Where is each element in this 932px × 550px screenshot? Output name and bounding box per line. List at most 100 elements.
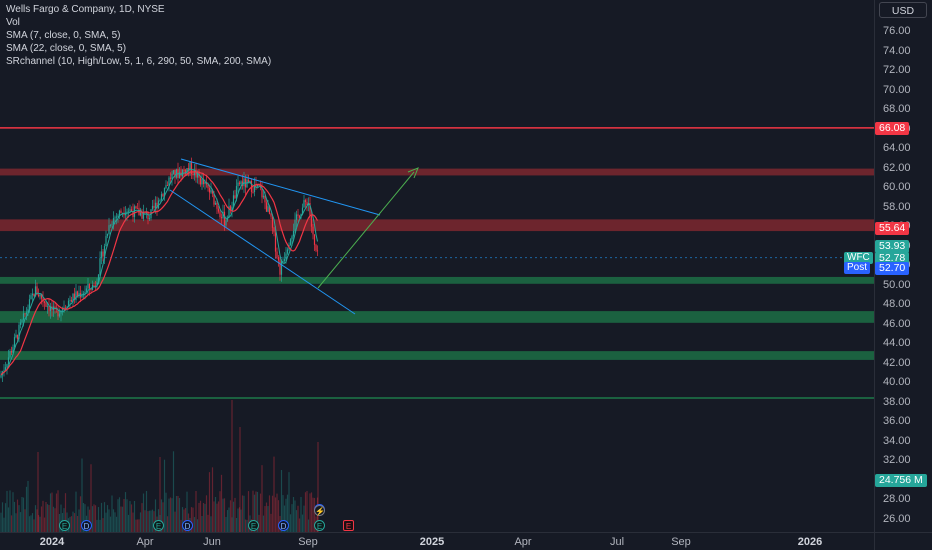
candle-body bbox=[178, 172, 181, 178]
candle-body bbox=[159, 199, 161, 201]
volume-bar bbox=[288, 472, 290, 532]
volume-bar bbox=[121, 506, 124, 532]
volume-bar bbox=[60, 504, 62, 532]
price-chart[interactable] bbox=[0, 0, 874, 532]
earnings-marker-icon[interactable]: E bbox=[59, 520, 70, 531]
volume-bar bbox=[145, 490, 148, 532]
volume-bar bbox=[255, 491, 257, 532]
candle-body bbox=[229, 206, 232, 210]
candle-body bbox=[262, 195, 265, 198]
volume-bar bbox=[271, 495, 274, 532]
dividend-marker-icon[interactable]: D bbox=[81, 520, 92, 531]
volume-bar bbox=[244, 519, 247, 532]
volume-bar bbox=[309, 493, 311, 532]
volume-bar bbox=[144, 510, 146, 532]
volume-bar bbox=[105, 512, 107, 532]
volume-bar bbox=[270, 513, 272, 532]
legend-vol[interactable]: Vol bbox=[6, 17, 20, 28]
volume-bar bbox=[37, 452, 39, 532]
volume-bar bbox=[246, 519, 248, 532]
price-tick-label: 76.00 bbox=[883, 25, 911, 37]
volume-bar bbox=[133, 500, 136, 532]
volume-bar bbox=[222, 498, 224, 532]
candle-body bbox=[103, 246, 106, 257]
volume-bar bbox=[16, 499, 19, 532]
candle-body bbox=[274, 232, 277, 252]
volume-bar bbox=[73, 513, 76, 532]
price-tick-label: 44.00 bbox=[883, 337, 911, 350]
candle-body bbox=[153, 205, 155, 208]
candle-body bbox=[46, 306, 49, 308]
candle-body bbox=[0, 375, 2, 378]
earnings-marker-icon[interactable]: E bbox=[314, 520, 325, 531]
volume-bar bbox=[55, 493, 58, 532]
candle-body bbox=[82, 293, 85, 295]
candle-body bbox=[279, 260, 281, 275]
candle-body bbox=[310, 215, 313, 227]
sma-22-line bbox=[0, 171, 319, 376]
volume-bar bbox=[181, 507, 184, 532]
dividend-marker-icon[interactable]: D bbox=[182, 520, 193, 531]
volume-bar bbox=[84, 504, 86, 532]
candle-body bbox=[238, 182, 241, 185]
time-axis[interactable]: 2024 Apr Jun Sep 2025 Apr Jul Sep 2026 bbox=[0, 532, 874, 550]
candle-body bbox=[163, 188, 166, 197]
dividend-marker-icon[interactable]: D bbox=[278, 520, 289, 531]
candle-body bbox=[313, 234, 316, 245]
candle-body bbox=[43, 301, 46, 303]
volume-bar bbox=[243, 495, 245, 532]
volume-bar bbox=[130, 504, 133, 532]
volume-bar bbox=[232, 501, 235, 532]
candle-body bbox=[231, 206, 233, 210]
volume-bar bbox=[231, 517, 233, 532]
candle-body bbox=[255, 184, 257, 187]
earnings-marker-icon[interactable]: E bbox=[343, 520, 354, 531]
candle-body bbox=[199, 177, 202, 185]
candle-body bbox=[252, 191, 254, 193]
post-price-tag: 52.70 bbox=[875, 262, 910, 275]
candle-body bbox=[295, 214, 298, 220]
legend-sma-7[interactable]: SMA (7, close, 0, SMA, 5) bbox=[6, 30, 121, 41]
volume-bar bbox=[198, 502, 200, 532]
volume-bar bbox=[42, 500, 44, 532]
legend-srchannel[interactable]: SRchannel (10, High/Low, 5, 1, 6, 290, 5… bbox=[6, 56, 272, 67]
volume-bar bbox=[190, 507, 193, 532]
volume-bar bbox=[159, 457, 161, 532]
candle-body bbox=[19, 322, 22, 325]
price-tick-label: 48.00 bbox=[883, 298, 911, 311]
volume-bar bbox=[177, 495, 179, 532]
price-tick-label: 26.00 bbox=[883, 513, 911, 525]
volume-bar bbox=[174, 511, 176, 532]
candle-body bbox=[213, 193, 215, 205]
candle-body bbox=[256, 184, 259, 187]
legend-sma-22[interactable]: SMA (22, close, 0, SMA, 5) bbox=[6, 43, 127, 54]
post-tag: Post bbox=[844, 262, 871, 274]
candle-body bbox=[90, 288, 92, 291]
volume-bar bbox=[228, 507, 230, 532]
volume-bar bbox=[304, 492, 307, 532]
candle-body bbox=[34, 286, 37, 297]
symbol-price-tag: 52.78 bbox=[875, 252, 910, 265]
volume-bar bbox=[192, 507, 194, 532]
price-axis[interactable]: USD 76.0074.0072.0070.0068.0066.0064.006… bbox=[874, 0, 932, 532]
candle-body bbox=[183, 169, 185, 171]
chart-legend: Wells Fargo & Company, 1D, NYSE Vol SMA … bbox=[6, 3, 271, 68]
time-tick-label: Sep bbox=[671, 536, 691, 548]
candle-body bbox=[87, 283, 89, 289]
legend-title[interactable]: Wells Fargo & Company, 1D, NYSE bbox=[6, 4, 165, 15]
candle-body bbox=[16, 334, 19, 339]
candle-body bbox=[141, 212, 143, 219]
split-bolt-icon[interactable]: ⚡ bbox=[314, 505, 325, 516]
earnings-marker-icon[interactable]: E bbox=[153, 520, 164, 531]
candle-body bbox=[201, 179, 203, 185]
volume-tag: 24.756 M bbox=[875, 474, 927, 487]
candle-body bbox=[33, 293, 35, 297]
chart-canvas[interactable]: Wells Fargo & Company, 1D, NYSE Vol SMA … bbox=[0, 0, 874, 532]
candle-body bbox=[139, 212, 142, 216]
volume-bar bbox=[99, 519, 101, 532]
price-tick-label: 46.00 bbox=[883, 317, 911, 330]
candle-body bbox=[64, 307, 67, 309]
currency-selector[interactable]: USD bbox=[879, 2, 927, 18]
volume-bar bbox=[252, 490, 254, 532]
earnings-marker-icon[interactable]: E bbox=[248, 520, 259, 531]
